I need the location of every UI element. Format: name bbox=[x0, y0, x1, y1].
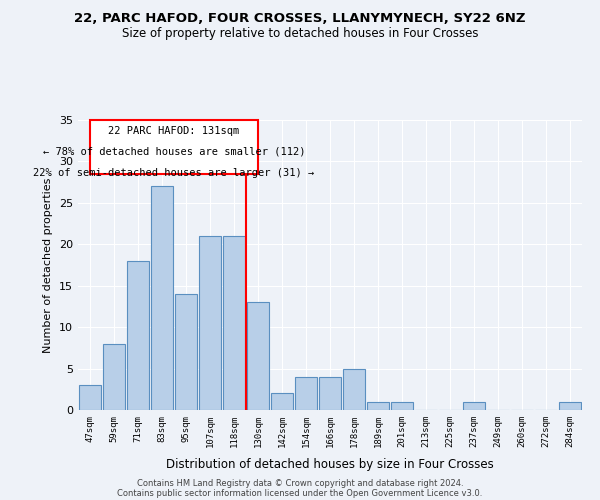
Bar bbox=[391, 402, 413, 410]
FancyBboxPatch shape bbox=[90, 120, 258, 174]
Bar bbox=[463, 402, 485, 410]
Bar bbox=[103, 344, 125, 410]
Bar bbox=[79, 385, 101, 410]
Text: Size of property relative to detached houses in Four Crosses: Size of property relative to detached ho… bbox=[122, 28, 478, 40]
Bar bbox=[223, 236, 245, 410]
Bar bbox=[559, 402, 581, 410]
Bar bbox=[319, 377, 341, 410]
Bar bbox=[295, 377, 317, 410]
Text: Contains HM Land Registry data © Crown copyright and database right 2024.: Contains HM Land Registry data © Crown c… bbox=[137, 478, 463, 488]
Bar bbox=[127, 261, 149, 410]
Bar bbox=[175, 294, 197, 410]
Text: 22 PARC HAFOD: 131sqm: 22 PARC HAFOD: 131sqm bbox=[109, 126, 239, 136]
Text: ← 78% of detached houses are smaller (112): ← 78% of detached houses are smaller (11… bbox=[43, 146, 305, 156]
X-axis label: Distribution of detached houses by size in Four Crosses: Distribution of detached houses by size … bbox=[166, 458, 494, 471]
Bar bbox=[343, 368, 365, 410]
Bar bbox=[199, 236, 221, 410]
Bar bbox=[247, 302, 269, 410]
Text: 22% of semi-detached houses are larger (31) →: 22% of semi-detached houses are larger (… bbox=[34, 168, 314, 178]
Bar bbox=[367, 402, 389, 410]
Text: Contains public sector information licensed under the Open Government Licence v3: Contains public sector information licen… bbox=[118, 488, 482, 498]
Bar bbox=[271, 394, 293, 410]
Bar bbox=[151, 186, 173, 410]
Text: 22, PARC HAFOD, FOUR CROSSES, LLANYMYNECH, SY22 6NZ: 22, PARC HAFOD, FOUR CROSSES, LLANYMYNEC… bbox=[74, 12, 526, 26]
Y-axis label: Number of detached properties: Number of detached properties bbox=[43, 178, 53, 352]
